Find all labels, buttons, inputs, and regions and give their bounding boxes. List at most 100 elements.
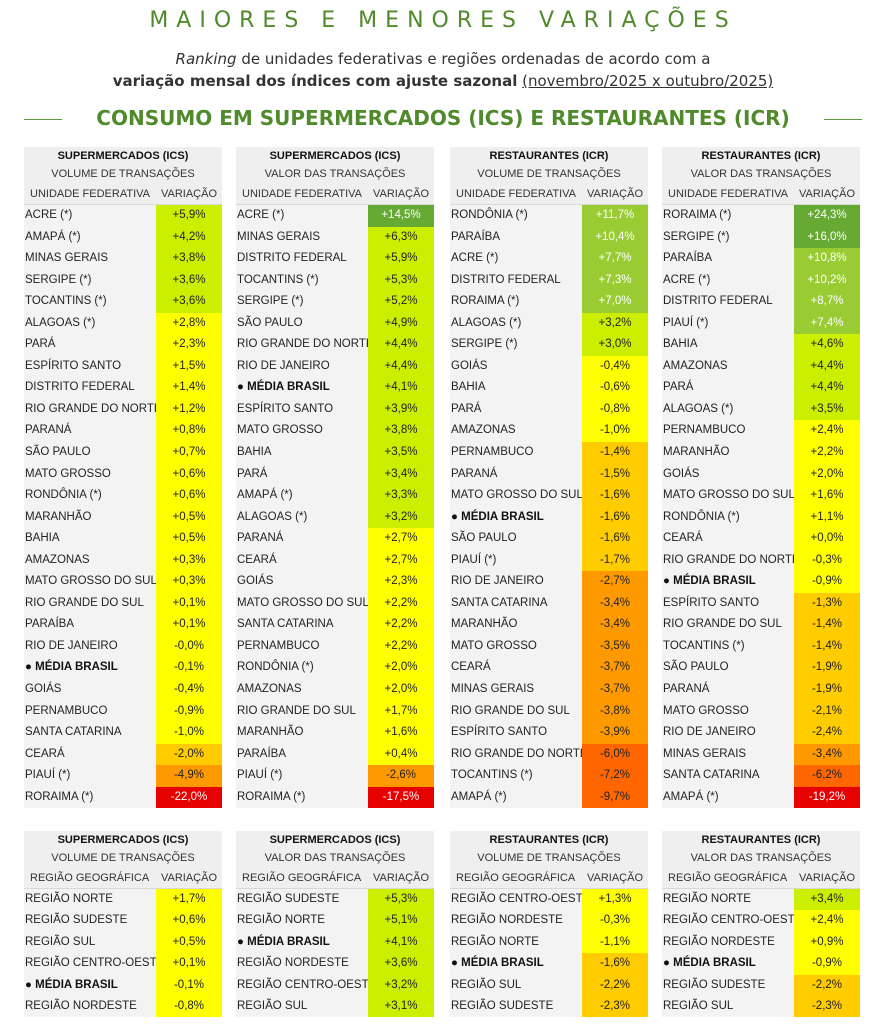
row-variation: -19,2% — [794, 786, 860, 809]
table-row: PARAÍBA +0,4% — [236, 743, 434, 766]
row-name: SÃO PAULO — [236, 312, 368, 335]
row-variation: +2,2% — [368, 592, 434, 615]
row-variation: +2,7% — [368, 549, 434, 572]
row-variation: +5,9% — [156, 205, 222, 227]
row-name: SERGIPE (*) — [236, 291, 368, 313]
table-subtitle: VALOR DAS TRANSAÇÕES — [236, 165, 434, 183]
row-variation: +0,5% — [156, 528, 222, 550]
row-variation: +0,6% — [156, 485, 222, 507]
subtitle-ranking: Ranking — [175, 50, 237, 68]
row-variation: +0,1% — [156, 953, 222, 975]
row-name: ALAGOAS (*) — [236, 506, 368, 529]
table-row: ACRE (*) +7,7% — [450, 248, 648, 270]
table-row: BAHIA -0,6% — [450, 377, 648, 399]
table-row: RONDÔNIA (*) +0,6% — [24, 485, 222, 507]
row-name: AMAZONAS — [450, 420, 582, 443]
table-row: ACRE (*) +14,5% — [236, 205, 434, 227]
region-table: RESTAURANTES (ICR) VOLUME DE TRANSAÇÕES RE… — [450, 831, 648, 1018]
column-header-variation: VARIAÇÃO — [160, 188, 218, 200]
row-name: REGIÃO NORDESTE — [450, 910, 582, 932]
row-name: RONDÔNIA (*) — [236, 657, 368, 680]
subtitle-line-1: Ranking de unidades federativas e regiõe… — [0, 48, 886, 70]
row-variation: -1,7% — [582, 549, 648, 572]
row-variation: +0,5% — [156, 506, 222, 529]
table-row: MATO GROSSO +3,8% — [236, 420, 434, 443]
row-variation: -1,1% — [582, 931, 648, 954]
table-header-row: REGIÃO GEOGRÁFICA VARIAÇÃO — [236, 867, 434, 889]
row-variation: +0,8% — [156, 420, 222, 443]
table-row: MATO GROSSO -2,1% — [662, 700, 860, 723]
row-name: TOCANTINS (*) — [450, 765, 582, 787]
table-row: REGIÃO NORDESTE -0,3% — [450, 910, 648, 932]
table-row: PIAUÍ (*) -2,6% — [236, 765, 434, 787]
table-row: GOIÁS -0,4% — [450, 355, 648, 378]
table-row: ALAGOAS (*) +3,2% — [450, 312, 648, 335]
row-name: RIO DE JANEIRO — [662, 722, 794, 744]
row-name: REGIÃO NORTE — [24, 889, 156, 911]
row-variation: -1,9% — [794, 657, 860, 680]
row-variation: +2,0% — [368, 657, 434, 680]
row-variation: -3,4% — [582, 614, 648, 636]
table-title: SUPERMERCADOS (ICS) — [24, 831, 222, 849]
uf-table: RESTAURANTES (ICR) VOLUME DE TRANSAÇÕES UN… — [450, 147, 648, 809]
row-name: ● MÉDIA BRASIL — [24, 657, 156, 680]
row-name: ESPÍRITO SANTO — [662, 592, 794, 615]
row-name: PARÁ — [450, 398, 582, 421]
row-variation: -2,2% — [582, 974, 648, 996]
table-row: REGIÃO NORTE -1,1% — [450, 931, 648, 954]
table-row: REGIÃO SUL -2,2% — [450, 974, 648, 996]
row-name: ACRE (*) — [662, 269, 794, 292]
row-variation: +7,0% — [582, 291, 648, 313]
table-row: AMAPÁ (*) -9,7% — [450, 786, 648, 809]
table-row: ALAGOAS (*) +3,2% — [236, 506, 434, 529]
row-name: REGIÃO SUDESTE — [24, 910, 156, 932]
column-header-name: REGIÃO GEOGRÁFICA — [456, 872, 576, 884]
row-variation: +4,6% — [794, 334, 860, 356]
row-variation: +2,7% — [368, 528, 434, 550]
table-row: ESPÍRITO SANTO -1,3% — [662, 592, 860, 615]
row-name: REGIÃO NORDESTE — [662, 931, 794, 954]
column-header-variation: VARIAÇÃO — [798, 872, 856, 884]
section-divider-right — [824, 119, 862, 120]
row-variation: -0,3% — [794, 549, 860, 572]
row-name: BAHIA — [450, 377, 582, 399]
table-row: SERGIPE (*) +3,6% — [24, 269, 222, 292]
row-name: RORAIMA (*) — [662, 205, 794, 227]
row-variation: -1,6% — [582, 485, 648, 507]
row-variation: -22,0% — [156, 786, 222, 809]
table-row: MARANHÃO +0,5% — [24, 506, 222, 529]
column-header-name: REGIÃO GEOGRÁFICA — [242, 872, 362, 884]
row-variation: +5,3% — [368, 889, 434, 911]
row-variation: -1,0% — [582, 420, 648, 443]
row-name: MATO GROSSO — [662, 700, 794, 723]
table-row: RIO GRANDE DO NORTE +1,2% — [24, 398, 222, 421]
row-name: CEARÁ — [662, 528, 794, 550]
column-header-variation: VARIAÇÃO — [160, 872, 218, 884]
row-variation: +4,2% — [156, 226, 222, 249]
row-variation: -2,3% — [582, 995, 648, 1018]
row-name: TOCANTINS (*) — [24, 291, 156, 313]
row-name: REGIÃO NORTE — [662, 889, 794, 911]
table-row: PARAÍBA +10,4% — [450, 226, 648, 249]
row-name: RIO GRANDE DO NORTE — [662, 549, 794, 572]
row-variation: -3,5% — [582, 635, 648, 658]
table-row: RONDÔNIA (*) +1,1% — [662, 506, 860, 529]
uf-table: SUPERMERCADOS (ICS) VALOR DAS TRANSAÇÕES U… — [236, 147, 434, 809]
table-subtitle: VALOR DAS TRANSAÇÕES — [662, 849, 860, 867]
row-name: RONDÔNIA (*) — [450, 205, 582, 227]
row-variation: +3,4% — [368, 463, 434, 486]
column-header-name: REGIÃO GEOGRÁFICA — [30, 872, 150, 884]
row-variation: +3,6% — [156, 291, 222, 313]
row-name: BAHIA — [662, 334, 794, 356]
table-row: BAHIA +0,5% — [24, 528, 222, 550]
row-name: MINAS GERAIS — [24, 248, 156, 270]
table-subtitle: VOLUME DE TRANSAÇÕES — [24, 165, 222, 183]
column-header-name: UNIDADE FEDERATIVA — [242, 188, 362, 200]
table-title: RESTAURANTES (ICR) — [662, 147, 860, 165]
row-variation: +1,1% — [794, 506, 860, 529]
column-header-variation: VARIAÇÃO — [372, 188, 430, 200]
subtitle: Ranking de unidades federativas e regiõe… — [0, 48, 886, 92]
table-row: PERNAMBUCO -0,9% — [24, 700, 222, 723]
table-row: RIO GRANDE DO NORTE -6,0% — [450, 743, 648, 766]
row-name: REGIÃO NORDESTE — [24, 995, 156, 1018]
